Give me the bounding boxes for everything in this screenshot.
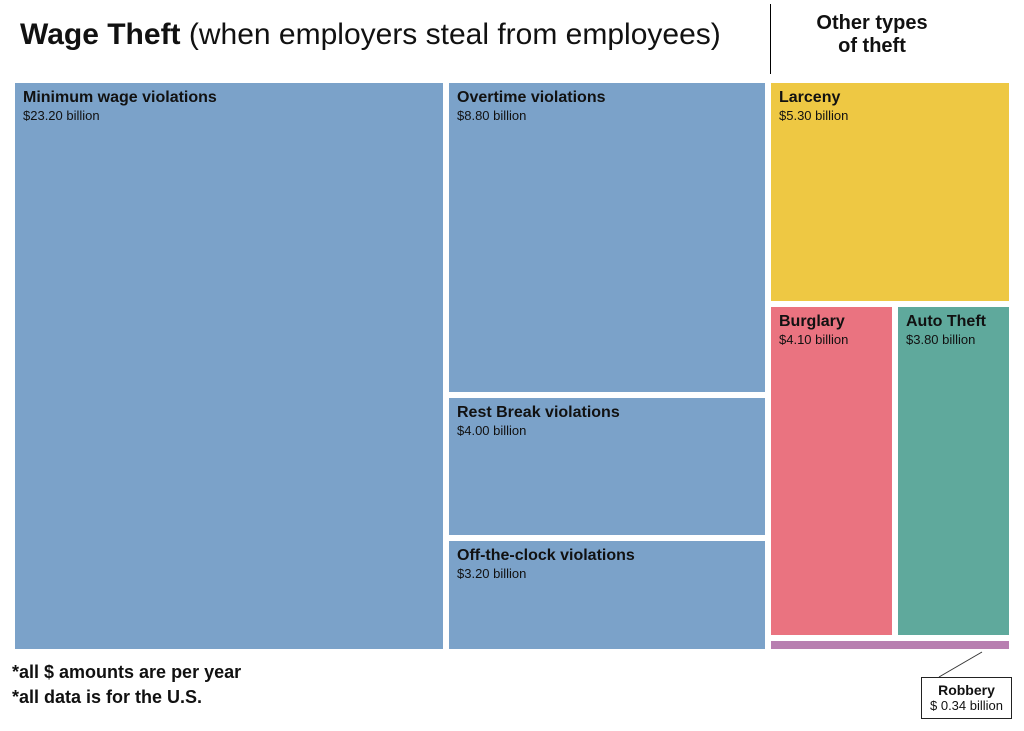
footnote-2: *all data is for the U.S.	[12, 685, 241, 709]
footnotes: *all $ amounts are per year *all data is…	[12, 660, 241, 709]
cell-robbery	[768, 638, 1012, 652]
other-theft-title-line1: Other types	[772, 12, 972, 35]
chart-canvas: Wage Theft (when employers steal from em…	[0, 0, 1024, 731]
other-theft-title-line2: of theft	[772, 35, 972, 58]
cell-label: Burglary	[779, 313, 848, 331]
cell-amount: $3.20 billion	[457, 566, 635, 581]
cell-amount: $4.00 billion	[457, 423, 620, 438]
cell-off-the-clock: Off-the-clock violations $3.20 billion	[446, 538, 768, 652]
robbery-callout: Robbery $ 0.34 billion	[921, 677, 1012, 719]
cell-label: Rest Break violations	[457, 404, 620, 422]
cell-amount: $4.10 billion	[779, 332, 848, 347]
cell-overtime: Overtime violations $8.80 billion	[446, 80, 768, 395]
cell-rest-break: Rest Break violations $4.00 billion	[446, 395, 768, 538]
footnote-1: *all $ amounts are per year	[12, 660, 241, 684]
cell-label: Overtime violations	[457, 89, 606, 107]
cell-label: Auto Theft	[906, 313, 986, 331]
cell-amount: $5.30 billion	[779, 108, 848, 123]
callout-amount: $ 0.34 billion	[930, 698, 1003, 713]
wage-theft-title: Wage Theft (when employers steal from em…	[20, 18, 721, 52]
callout-label: Robbery	[930, 682, 1003, 698]
cell-amount: $8.80 billion	[457, 108, 606, 123]
treemap: Minimum wage violations $23.20 billion O…	[12, 80, 1012, 652]
title-divider	[770, 4, 771, 74]
cell-amount: $23.20 billion	[23, 108, 217, 123]
cell-label: Larceny	[779, 89, 848, 107]
cell-larceny: Larceny $5.30 billion	[768, 80, 1012, 304]
cell-auto-theft: Auto Theft $3.80 billion	[895, 304, 1012, 638]
cell-amount: $3.80 billion	[906, 332, 986, 347]
cell-label: Minimum wage violations	[23, 89, 217, 107]
wage-theft-title-paren: (when employers steal from employees)	[181, 18, 721, 51]
wage-theft-title-bold: Wage Theft	[20, 18, 181, 51]
cell-label: Off-the-clock violations	[457, 547, 635, 565]
cell-minimum-wage: Minimum wage violations $23.20 billion	[12, 80, 446, 652]
other-theft-title: Other types of theft	[772, 12, 972, 58]
cell-burglary: Burglary $4.10 billion	[768, 304, 895, 638]
